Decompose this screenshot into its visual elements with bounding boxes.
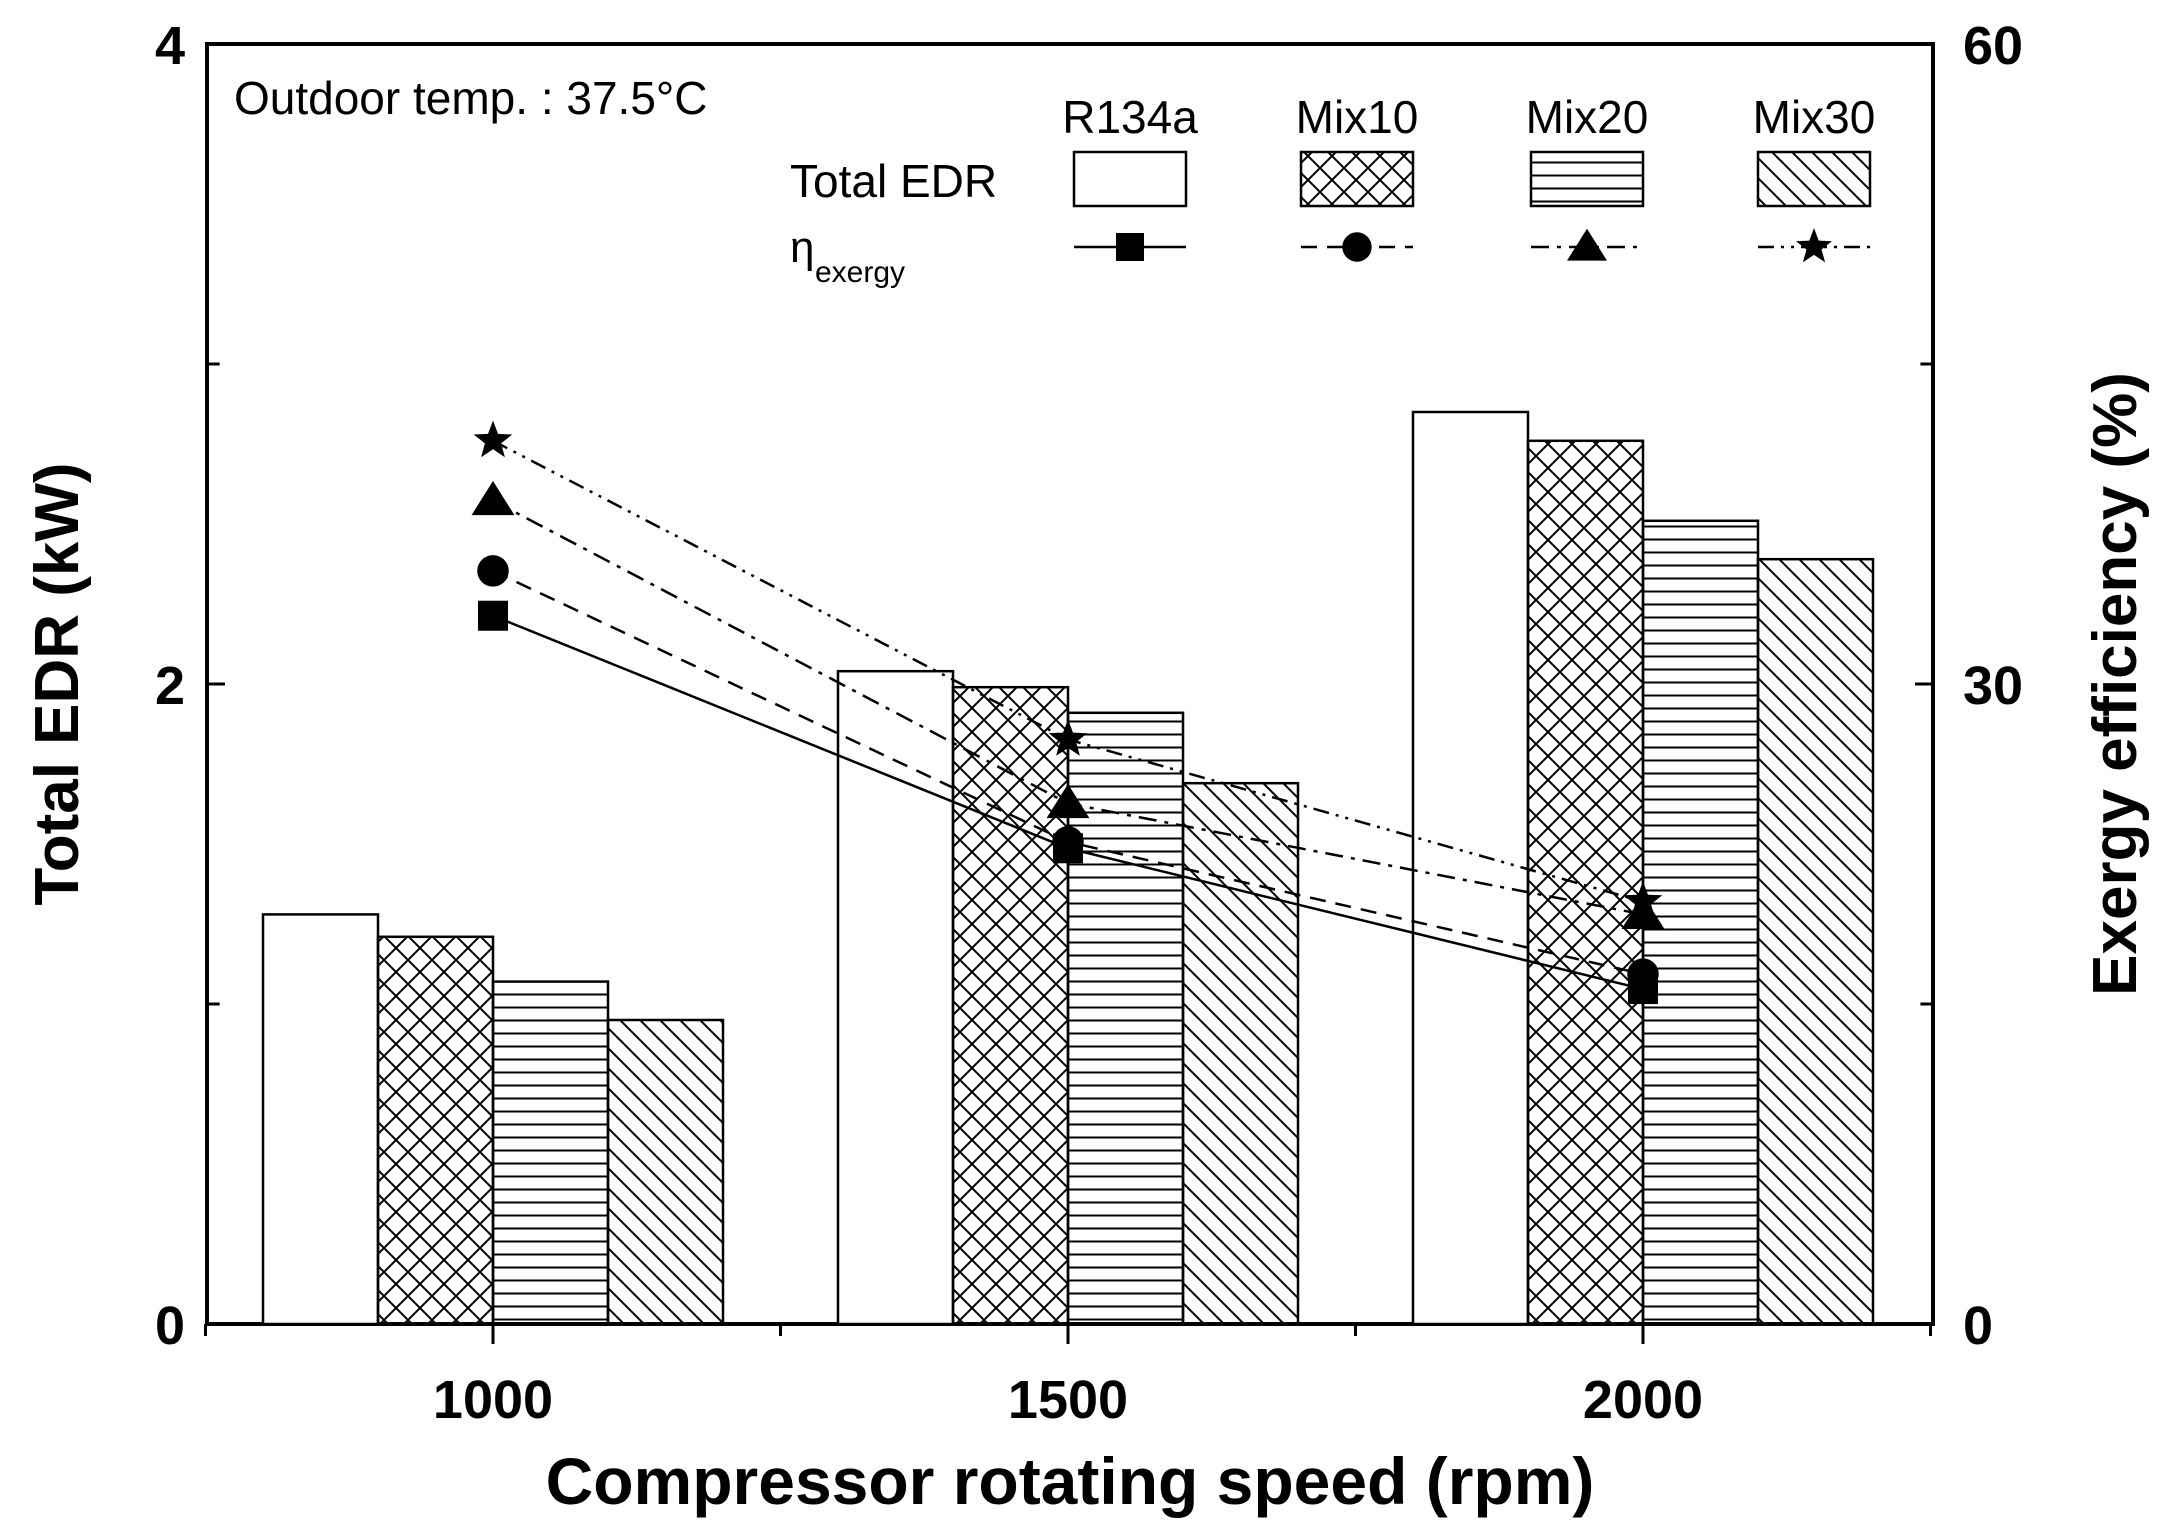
point-mix20-1500 <box>1046 783 1090 819</box>
bar-r134a-1500 <box>836 669 955 1326</box>
y-tick-label: 0 <box>155 1296 185 1356</box>
y2-tick-label: 0 <box>1963 1296 1993 1356</box>
bar-mix30-1500 <box>1181 781 1300 1326</box>
y-tick-label: 4 <box>155 16 185 76</box>
legend-series-name: Mix20 <box>1526 91 1649 143</box>
point-mix10-2000 <box>1627 958 1659 990</box>
point-mix30-2000 <box>1623 881 1663 918</box>
bar-r134a-1000 <box>261 913 380 1326</box>
x-tick-label: 1500 <box>1008 1370 1128 1430</box>
bar-mix10-1000 <box>376 935 495 1326</box>
ticks-layer: 0 2 4 0 30 60 1000 1500 2000 <box>155 16 2023 1430</box>
point-mix30-1500 <box>1048 719 1088 756</box>
legend-series-name: Mix10 <box>1296 91 1419 143</box>
y2-axis-title: Exergy efficiency (%) <box>2081 372 2150 996</box>
x-tick-label: 2000 <box>1583 1370 1703 1430</box>
bar-mix20-2000 <box>1641 519 1760 1326</box>
y-axis-title: Total EDR (kW) <box>23 462 92 905</box>
bar-r134a-2000 <box>1411 410 1530 1326</box>
y2-tick-label: 60 <box>1963 16 2023 76</box>
x-tick-label: 1000 <box>433 1370 553 1430</box>
y-tick-label: 2 <box>155 656 185 716</box>
legend-bar-row-label: Total EDR <box>790 155 997 207</box>
legend-series-name: Mix30 <box>1753 91 1876 143</box>
legend-marker <box>1566 228 1608 261</box>
bar-mix20-1500 <box>1066 711 1185 1326</box>
y2-tick-label: 30 <box>1963 656 2023 716</box>
point-mix20-2000 <box>1621 894 1665 930</box>
annotation-outdoor-temp: Outdoor temp. : 37.5°C <box>234 72 708 124</box>
legend-line-row-label-sub: exergy <box>815 256 905 289</box>
legend-bar-swatch <box>1529 150 1645 208</box>
legend-marker <box>1796 228 1832 263</box>
point-mix10-1000 <box>477 555 509 587</box>
legend-series-name: R134a <box>1062 91 1198 143</box>
point-mix10-1500 <box>1052 826 1084 858</box>
x-axis-title: Compressor rotating speed (rpm) <box>546 1444 1595 1518</box>
point-mix20-1000 <box>471 481 515 516</box>
bar-mix10-1500 <box>951 685 1070 1326</box>
bars-layer <box>261 410 1875 1326</box>
bar-mix30-2000 <box>1756 557 1875 1326</box>
legend-line-row-label: η <box>790 223 814 272</box>
lines-layer <box>471 420 1665 1005</box>
legend-marker <box>1342 232 1372 262</box>
legend-bar-swatch <box>1072 150 1188 208</box>
legend-bar-swatch <box>1299 150 1415 208</box>
bar-mix10-2000 <box>1526 439 1645 1326</box>
legend-marker <box>1116 233 1144 261</box>
point-r134a-1000 <box>478 600 508 631</box>
bar-mix30-1000 <box>606 1018 725 1326</box>
legend-bar-swatch <box>1756 150 1872 208</box>
point-mix30-1000 <box>473 420 513 458</box>
bar-mix20-1000 <box>491 980 610 1326</box>
